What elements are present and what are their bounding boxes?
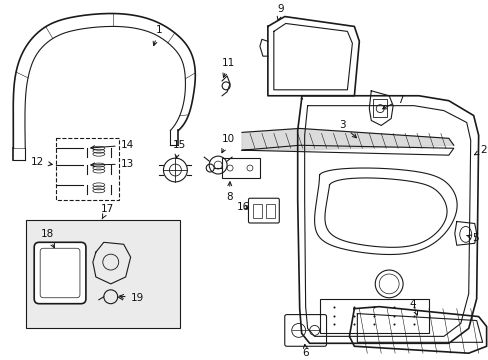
Text: 19: 19 <box>120 293 143 303</box>
Text: 5: 5 <box>466 233 478 243</box>
Bar <box>319 299 428 333</box>
Text: 15: 15 <box>172 140 185 158</box>
Text: 6: 6 <box>302 345 309 358</box>
Text: 3: 3 <box>339 121 356 138</box>
Text: 13: 13 <box>91 159 134 169</box>
Text: 1: 1 <box>153 25 162 46</box>
Text: 17: 17 <box>101 204 114 219</box>
Text: 16: 16 <box>237 202 250 212</box>
Text: 14: 14 <box>91 140 134 150</box>
Text: 9: 9 <box>277 4 284 21</box>
Bar <box>265 204 274 217</box>
Text: 11: 11 <box>222 58 235 77</box>
Text: 4: 4 <box>408 299 417 315</box>
Text: 2: 2 <box>473 145 486 155</box>
Bar <box>56 138 119 200</box>
Polygon shape <box>242 129 453 150</box>
FancyBboxPatch shape <box>34 242 86 304</box>
Bar <box>372 99 386 117</box>
Bar <box>26 220 180 328</box>
Bar <box>252 204 262 217</box>
Bar <box>222 158 260 178</box>
Text: 12: 12 <box>31 157 52 167</box>
Text: 7: 7 <box>382 95 403 109</box>
Text: 8: 8 <box>225 182 232 202</box>
Text: 18: 18 <box>41 229 54 248</box>
Text: 10: 10 <box>222 134 235 153</box>
